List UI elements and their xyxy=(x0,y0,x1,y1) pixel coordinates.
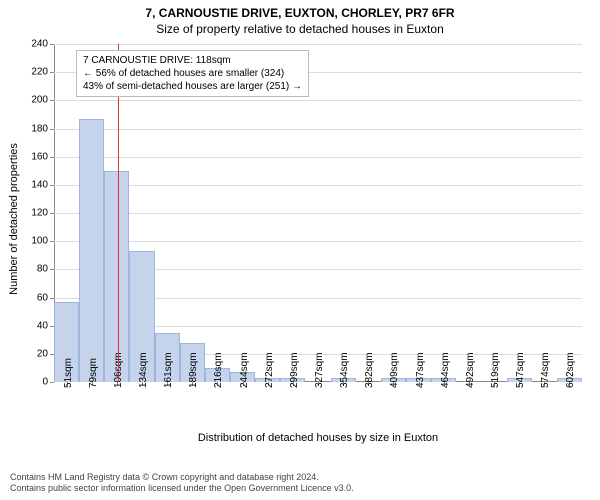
x-tick-label: 51sqm xyxy=(63,358,74,388)
y-axis-label: Number of detached properties xyxy=(8,143,20,295)
y-tick-label: 220 xyxy=(31,67,54,78)
y-tick-label: 100 xyxy=(31,236,54,247)
y-tick-label: 120 xyxy=(31,208,54,219)
gridline xyxy=(54,157,582,158)
gridline xyxy=(54,213,582,214)
y-tick-label: 60 xyxy=(37,292,54,303)
gridline xyxy=(54,185,582,186)
x-tick-label: 79sqm xyxy=(88,358,99,388)
y-tick-label: 0 xyxy=(42,377,54,388)
x-tick-label: 299sqm xyxy=(289,352,300,388)
x-tick-label: 161sqm xyxy=(163,352,174,388)
callout-line: 7 CARNOUSTIE DRIVE: 118sqm xyxy=(83,54,302,67)
histogram-bar xyxy=(79,119,104,382)
attribution-line1: Contains HM Land Registry data © Crown c… xyxy=(10,472,354,483)
x-tick-label: 574sqm xyxy=(540,352,551,388)
gridline xyxy=(54,44,582,45)
y-tick-label: 140 xyxy=(31,179,54,190)
x-tick-label: 189sqm xyxy=(188,352,199,388)
callout-box: 7 CARNOUSTIE DRIVE: 118sqm← 56% of detac… xyxy=(76,50,309,97)
y-tick-label: 240 xyxy=(31,39,54,50)
gridline xyxy=(54,100,582,101)
y-tick-label: 80 xyxy=(37,264,54,275)
gridline xyxy=(54,241,582,242)
x-tick-label: 492sqm xyxy=(465,352,476,388)
x-tick-label: 327sqm xyxy=(314,352,325,388)
y-tick-label: 160 xyxy=(31,151,54,162)
y-tick-label: 180 xyxy=(31,123,54,134)
attribution-line2: Contains public sector information licen… xyxy=(10,483,354,494)
x-tick-label: 244sqm xyxy=(239,352,250,388)
x-tick-label: 134sqm xyxy=(138,352,149,388)
callout-line: ← 56% of detached houses are smaller (32… xyxy=(83,67,302,80)
y-tick-label: 40 xyxy=(37,320,54,331)
chart-plot-area: 02040608010012014016018020022024051sqm79… xyxy=(54,44,582,382)
y-tick-label: 20 xyxy=(37,348,54,359)
x-tick-label: 464sqm xyxy=(440,352,451,388)
y-tick-label: 200 xyxy=(31,95,54,106)
x-tick-label: 547sqm xyxy=(515,352,526,388)
gridline xyxy=(54,129,582,130)
chart-container: 7, CARNOUSTIE DRIVE, EUXTON, CHORLEY, PR… xyxy=(0,0,600,500)
chart-title-line1: 7, CARNOUSTIE DRIVE, EUXTON, CHORLEY, PR… xyxy=(0,0,600,20)
x-tick-label: 382sqm xyxy=(364,352,375,388)
x-tick-label: 437sqm xyxy=(415,352,426,388)
x-tick-label: 409sqm xyxy=(389,352,400,388)
x-tick-label: 216sqm xyxy=(213,352,224,388)
callout-line: 43% of semi-detached houses are larger (… xyxy=(83,80,302,93)
x-tick-label: 519sqm xyxy=(490,352,501,388)
attribution-text: Contains HM Land Registry data © Crown c… xyxy=(10,472,354,495)
chart-plot-outer: Number of detached properties Distributi… xyxy=(54,44,582,382)
x-tick-label: 354sqm xyxy=(339,352,350,388)
x-axis-label: Distribution of detached houses by size … xyxy=(54,432,582,444)
x-tick-label: 272sqm xyxy=(264,352,275,388)
chart-title-line2: Size of property relative to detached ho… xyxy=(0,20,600,36)
x-tick-label: 602sqm xyxy=(565,352,576,388)
histogram-bar xyxy=(104,171,129,382)
